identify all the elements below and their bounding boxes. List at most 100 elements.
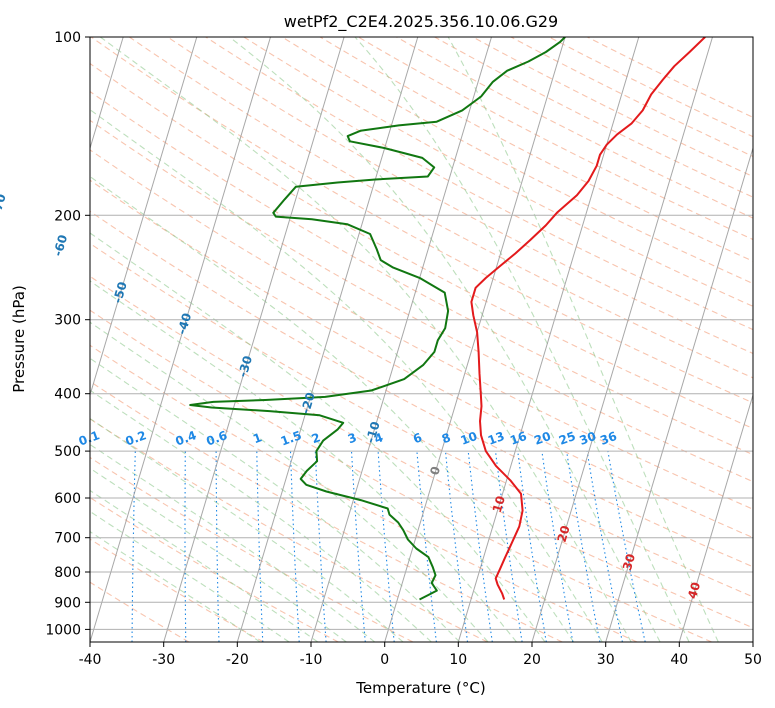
moist-adiabat-line [90,489,319,642]
isotherm-label: 20 [555,524,573,544]
isotherm-label: 40 [685,580,703,600]
mixing-ratio-line [444,451,469,642]
mixing-ratio-line [289,451,300,642]
isotherm-label: -50 [110,280,130,305]
isotherm-line [163,37,345,642]
mixing-ratio-line [494,451,523,642]
mixing-ratio-label: 1.5 [279,428,304,448]
isotherm-label: 10 [490,494,508,514]
mixing-ratio-line [517,451,547,642]
moist-adiabat-line [90,417,404,642]
isotherm-label: -60 [51,233,71,258]
dewpoint-line [189,37,566,601]
mixing-ratio-line [184,451,187,642]
x-tick-label: -10 [300,652,323,668]
temperature-line [470,37,706,600]
mixing-ratio-label: 30 [577,429,597,448]
moist-adiabat-line [90,232,546,642]
mixing-ratio-label: 0.1 [77,428,102,448]
y-tick-label: 300 [54,313,81,329]
x-tick-label: 20 [523,652,541,668]
moist-adiabat-line [90,175,575,642]
moist-adiabat-line [90,389,432,642]
mixing-ratio-label: 16 [508,429,528,448]
mixing-ratio-label: 0.6 [204,428,229,448]
moist-adiabat-line [354,37,690,642]
mixing-ratio-label: 0.4 [174,428,199,448]
dry-adiabat-line [90,119,753,483]
isotherm-label: 0 [427,465,443,477]
mixing-ratio-label: 0.2 [124,428,149,448]
y-axis-label: Pressure (hPa) [10,285,28,393]
moist-adiabat-line [229,37,661,642]
isotherm-line [90,37,271,642]
x-axis-label: Temperature (°C) [355,679,485,697]
dry-adiabat-line [90,62,753,430]
dry-adiabat-line [90,309,712,642]
dry-adiabat-line [90,275,753,629]
moist-adiabat-line [90,321,489,642]
mixing-ratio-line [131,451,136,642]
dry-adiabat-line [90,496,339,642]
y-tick-label: 900 [54,595,81,611]
moist-adiabat-line [447,37,719,642]
y-tick-label: 800 [54,565,81,581]
isotherm-line [90,37,124,151]
x-tick-label: 10 [449,652,467,668]
mixing-ratio-label: 13 [486,429,506,448]
mixing-ratio-line [467,451,493,642]
x-tick-label: 40 [670,652,688,668]
moist-adiabat-line [90,109,603,642]
isotherm-line [384,37,566,642]
mixing-ratio-line [541,451,574,642]
mixing-ratio-line [256,451,264,642]
y-tick-label: 600 [54,491,81,507]
isotherm-line [310,37,492,642]
y-tick-label: 500 [54,444,81,460]
x-tick-label: 0 [380,652,389,668]
moist-adiabat-line [99,37,632,642]
isotherm-label: -30 [236,354,256,379]
dry-adiabat-line [90,344,638,642]
isotherm-line [605,146,753,642]
axis-ticks: -40 -30 -20 -10 0 10 20 30 40 5010020030040050060… [45,30,762,668]
dry-adiabat-line [90,380,563,642]
plot-frame [89,36,754,643]
mixing-ratio-label: 10 [459,429,479,448]
y-tick-label: 100 [54,30,81,46]
x-tick-label: 50 [744,652,762,668]
background-line-labels: -100-90-80-70-60-50-40-30-20-10010203040… [0,192,703,600]
x-tick-label: -40 [79,652,102,668]
x-tick-label: 30 [597,652,615,668]
mixing-ratio-label: 25 [557,429,577,448]
x-tick-label: -20 [226,652,249,668]
y-tick-label: 200 [54,208,81,224]
dry-adiabat-line [90,456,414,642]
dry-adiabat-line [90,210,753,568]
pressure-gridlines [90,37,753,630]
isotherm-label: -70 [0,192,9,217]
mixing-ratio-line [314,451,327,642]
isotherm-line [90,37,198,397]
isotherm-line [236,37,419,642]
dry-adiabat-line [90,242,753,598]
isotherm-label: -10 [363,420,383,445]
isotherm-line [678,393,753,642]
isotherm-line [531,37,713,642]
y-tick-label: 1000 [45,622,81,638]
x-tick-label: -30 [152,652,175,668]
isotherm-line [457,37,640,642]
mixing-ratio-line [566,451,601,642]
y-tick-label: 700 [54,531,81,547]
mixing-ratio-label: 36 [598,429,618,448]
dry-adiabat-line [90,90,753,456]
mixing-ratio-line [350,451,366,642]
isotherm-label: -40 [175,311,195,336]
moist-adiabat-line [90,467,347,642]
mixing-ratio-line [416,451,437,642]
background-lines [90,37,753,642]
isotherm-label: 30 [620,552,638,572]
sounding-series [189,37,706,601]
chart-title: wetPf2_C2E4.2025.356.10.06.G29 [284,12,558,32]
